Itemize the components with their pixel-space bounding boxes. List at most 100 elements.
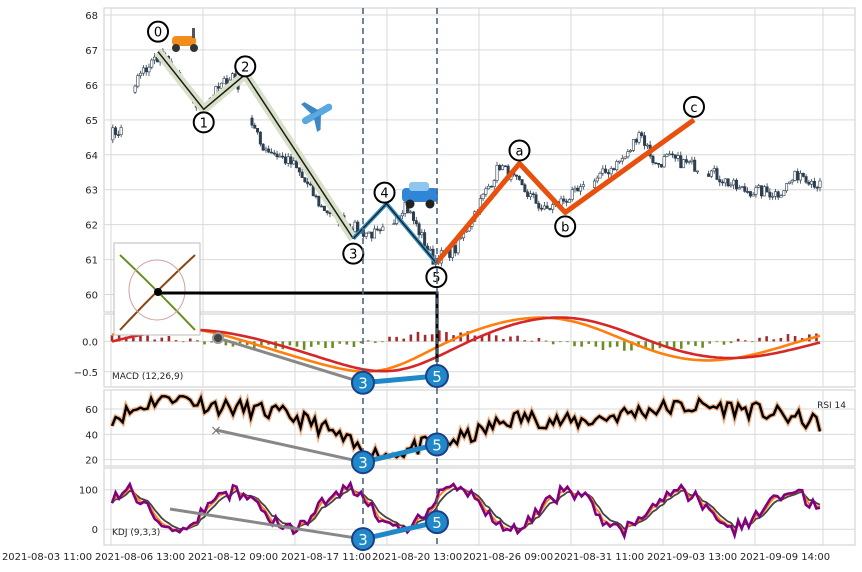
candle-body bbox=[562, 198, 566, 202]
divergence-start-point bbox=[212, 332, 224, 344]
candle-body bbox=[785, 183, 789, 192]
candle-body bbox=[679, 155, 683, 169]
candle-body bbox=[726, 178, 730, 187]
candle-body bbox=[528, 193, 532, 198]
candle-body bbox=[414, 220, 418, 225]
wave-label-circle bbox=[554, 215, 577, 238]
candle-body bbox=[322, 205, 326, 212]
y-tick-label: 66 bbox=[85, 81, 98, 92]
divergence-marker-circle bbox=[425, 432, 449, 457]
candle-body bbox=[757, 185, 761, 188]
divergence-marker-label: 3 bbox=[358, 531, 368, 549]
candle-body bbox=[139, 72, 143, 76]
macd-histogram-bar bbox=[210, 341, 213, 343]
overlay-layer: 3 5 × 3 5 3 5 bbox=[113, 8, 449, 552]
macd-histogram-bar bbox=[438, 330, 441, 342]
macd-histogram-bar bbox=[644, 341, 647, 350]
candle-body bbox=[579, 186, 583, 192]
candle-body bbox=[286, 156, 290, 164]
candle-body bbox=[601, 168, 605, 174]
macd-histogram-bar bbox=[317, 341, 320, 345]
candle-body bbox=[799, 172, 803, 181]
candle-body bbox=[715, 168, 719, 180]
candle-body bbox=[297, 167, 301, 173]
macd-histogram-bar bbox=[352, 341, 356, 347]
macd-histogram-bar bbox=[245, 341, 249, 346]
car-wheel bbox=[405, 199, 415, 209]
candle-body bbox=[492, 180, 496, 187]
macd-histogram-bar bbox=[324, 341, 327, 349]
candle-body bbox=[723, 178, 727, 184]
macd-histogram-bar bbox=[373, 341, 377, 343]
candle-body bbox=[776, 191, 780, 198]
macd-histogram-bar bbox=[402, 338, 406, 342]
divergence-grey-line bbox=[215, 428, 364, 464]
macd-histogram-bar bbox=[665, 341, 669, 347]
candle-body bbox=[325, 210, 329, 214]
macd-histogram-bar bbox=[537, 337, 541, 342]
divergence-marker-label: 5 bbox=[432, 514, 442, 532]
x-tick-label: 2021-08-26 09:00 bbox=[463, 552, 553, 563]
candle-body bbox=[542, 205, 546, 210]
macd-histogram-bar bbox=[181, 341, 185, 343]
candle-body bbox=[707, 173, 711, 177]
candle-body bbox=[119, 127, 123, 136]
candle-body bbox=[768, 191, 772, 198]
macd-histogram-bar bbox=[779, 337, 783, 342]
macd-histogram-bar bbox=[523, 340, 527, 342]
wave-label-circle bbox=[234, 55, 257, 78]
candle-body bbox=[484, 188, 488, 195]
macd-histogram-bar bbox=[694, 341, 697, 347]
candle-body bbox=[250, 117, 254, 126]
divergence-marker-label: 3 bbox=[358, 454, 368, 472]
candle-body bbox=[643, 135, 647, 146]
macd-histogram-bar bbox=[736, 338, 740, 342]
candle-body bbox=[317, 195, 321, 207]
macd-histogram-bar bbox=[110, 335, 114, 342]
candle-body bbox=[718, 179, 722, 183]
car-window bbox=[409, 182, 429, 191]
candle-body bbox=[737, 187, 741, 190]
candle-body bbox=[306, 181, 310, 185]
candle-body bbox=[367, 231, 371, 234]
candle-body bbox=[812, 180, 816, 188]
divergence-blue-line bbox=[362, 519, 438, 542]
candle-body bbox=[567, 199, 571, 203]
candle-body bbox=[153, 56, 157, 61]
macd-histogram-bar bbox=[608, 341, 612, 348]
airplane-icon bbox=[301, 102, 333, 132]
macd-histogram-bar bbox=[160, 337, 164, 342]
macd-histogram-bar bbox=[302, 341, 306, 350]
y-tick-label: 67 bbox=[85, 46, 98, 57]
candle-body bbox=[782, 190, 786, 197]
macd-histogram-bar bbox=[409, 334, 413, 342]
candle-body bbox=[573, 187, 577, 191]
candle-body bbox=[400, 212, 404, 217]
candle-body bbox=[810, 180, 814, 185]
candle-body bbox=[373, 228, 377, 239]
macd-histogram-bar bbox=[203, 341, 206, 345]
divergence-start-cross: × bbox=[210, 423, 222, 439]
candle-body bbox=[545, 205, 549, 209]
candle-body bbox=[762, 186, 766, 197]
candle-body bbox=[275, 153, 279, 158]
wave-label-text: 4 bbox=[380, 187, 388, 202]
candle-body bbox=[668, 153, 672, 156]
macd-histogram-bar bbox=[551, 341, 555, 345]
candle-body bbox=[598, 172, 602, 179]
macd-histogram-bar bbox=[331, 341, 334, 348]
candle-body bbox=[495, 165, 499, 181]
candle-body bbox=[289, 156, 293, 165]
candle-body bbox=[623, 156, 627, 159]
candle-body bbox=[300, 171, 304, 178]
candle-body bbox=[743, 186, 747, 192]
candle-body bbox=[370, 231, 374, 239]
macd-histogram-bar bbox=[530, 340, 534, 342]
candle-body bbox=[687, 161, 691, 163]
candle-body bbox=[654, 162, 658, 164]
candle-body bbox=[748, 191, 752, 197]
candle-body bbox=[765, 186, 769, 193]
wave-label-circle bbox=[192, 111, 215, 134]
candle-body bbox=[631, 139, 635, 151]
